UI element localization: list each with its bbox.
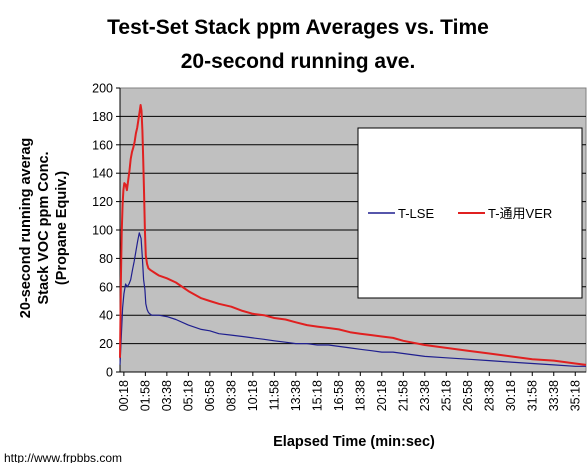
x-tick-label-1: 01:58 [138, 380, 152, 411]
x-tick-label-19: 31:58 [525, 380, 539, 411]
legend-label-t-lse: T-LSE [398, 206, 434, 221]
x-tick-label-20: 33:38 [547, 380, 561, 411]
x-tick-label-12: 20:18 [375, 380, 389, 411]
y-tick-label-120: 120 [92, 195, 113, 209]
y-tick-label-20: 20 [99, 337, 113, 351]
y-axis-label-line-1: 20-second running averag [18, 138, 34, 319]
x-tick-label-0: 00:18 [117, 380, 131, 411]
x-tick-label-2: 03:38 [160, 380, 174, 411]
x-tick-label-4: 06:58 [203, 380, 217, 411]
y-tick-label-80: 80 [99, 252, 113, 266]
y-tick-label-40: 40 [99, 309, 113, 323]
series-line-t-ver [119, 104, 587, 366]
x-tick-label-7: 11:58 [267, 380, 281, 410]
y-tick-label-200: 200 [92, 82, 113, 96]
y-axis-ticks: 0 20 40 60 80 100 120 140 160 180 200 [92, 82, 121, 380]
watermark-url: http://www.frpbbs.com [4, 451, 122, 463]
x-tick-label-14: 23:38 [418, 380, 432, 411]
y-tick-label-140: 140 [92, 167, 113, 181]
x-tick-label-17: 28:38 [482, 380, 496, 411]
x-tick-label-15: 25:18 [439, 380, 453, 411]
series-group [119, 104, 587, 367]
y-tick-label-0: 0 [106, 366, 113, 380]
x-tick-label-8: 13:38 [289, 380, 303, 411]
x-tick-label-21: 35:18 [568, 380, 582, 411]
x-tick-label-13: 21:58 [396, 380, 410, 411]
x-axis-label: Elapsed Time (min:sec) [273, 434, 435, 450]
y-axis-label-line-2: Stack VOC ppm Conc. [36, 151, 52, 304]
y-tick-label-160: 160 [92, 138, 113, 152]
y-axis-label-line-3: (Propane Equiv.) [54, 171, 70, 285]
x-tick-label-6: 10:18 [246, 380, 260, 411]
legend-label-t-ver: T-通用VER [488, 206, 552, 221]
legend: T-LSE T-通用VER [357, 127, 583, 299]
series-line-t-lse [119, 232, 586, 367]
x-tick-label-5: 08:38 [224, 380, 238, 411]
y-tick-label-180: 180 [92, 110, 113, 124]
x-tick-label-16: 26:58 [461, 380, 475, 411]
y-axis-label: 20-second running averag Stack VOC ppm C… [18, 138, 70, 319]
x-tick-label-10: 16:58 [332, 380, 346, 411]
y-tick-label-60: 60 [99, 280, 113, 294]
x-tick-label-18: 30:18 [504, 380, 518, 411]
chart-title-line-2: 20-second running ave. [181, 50, 416, 73]
chart-title-line-1: Test-Set Stack ppm Averages vs. Time [107, 16, 489, 39]
y-tick-label-100: 100 [92, 224, 113, 238]
x-tick-label-3: 05:18 [181, 380, 195, 411]
x-axis-ticks: 00:18 01:58 03:38 05:18 06:58 08:38 10:18 11:58… [117, 371, 586, 411]
x-tick-label-11: 18:38 [353, 380, 367, 411]
x-tick-label-9: 15:18 [310, 380, 324, 411]
